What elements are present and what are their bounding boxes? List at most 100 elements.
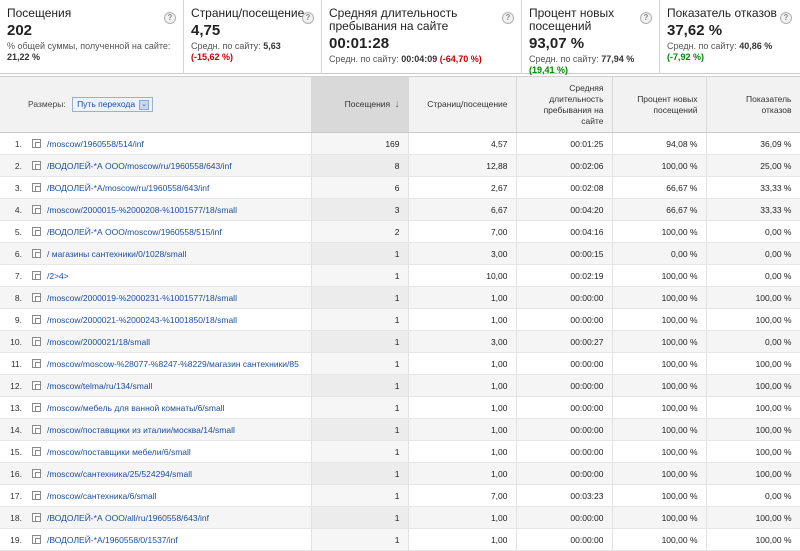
open-in-new-icon[interactable] bbox=[32, 248, 41, 258]
sort-desc-icon: ↓ bbox=[394, 99, 400, 110]
help-icon[interactable]: ? bbox=[780, 12, 792, 24]
column-header-new-visits[interactable]: Процент новых посещений bbox=[612, 76, 707, 133]
table-row: 9. /moscow/2000021-%2000243-%1001850/18/s… bbox=[0, 308, 800, 331]
metric-sub-prefix: Средн. по сайту: bbox=[667, 41, 737, 51]
path-cell: /moscow/поставщики из италии/москва/14/s… bbox=[28, 418, 312, 441]
open-in-new-icon[interactable] bbox=[32, 182, 41, 192]
open-in-new-icon[interactable] bbox=[32, 358, 41, 368]
visits-cell: 1 bbox=[311, 528, 409, 551]
path-link[interactable]: /moscow/1960558/514/inf bbox=[47, 138, 144, 149]
open-in-new-icon[interactable] bbox=[32, 226, 41, 236]
new-visits-cell: 100,00 % bbox=[612, 154, 707, 177]
path-cell: /ВОДОЛЕЙ-*А ООО/moscow/1960558/515/inf bbox=[28, 220, 312, 243]
help-icon[interactable]: ? bbox=[502, 12, 514, 24]
path-link[interactable]: /moscow/сантехника/25/524294/small bbox=[47, 468, 192, 479]
open-in-new-icon[interactable] bbox=[32, 270, 41, 280]
duration-cell: 00:01:25 bbox=[516, 132, 613, 155]
help-icon[interactable]: ? bbox=[164, 12, 176, 24]
help-icon[interactable]: ? bbox=[640, 12, 652, 24]
path-cell: /moscow/сантехника/6/small bbox=[28, 484, 312, 507]
path-cell: /moscow/мебель для ванной комнаты/6/smal… bbox=[28, 396, 312, 419]
open-in-new-icon[interactable] bbox=[32, 336, 41, 346]
open-in-new-icon[interactable] bbox=[32, 446, 41, 456]
table-row: 1. /moscow/1960558/514/inf 169 4,57 00:01:25… bbox=[0, 132, 800, 155]
bounce-cell: 100,00 % bbox=[706, 396, 800, 419]
path-link[interactable]: /moscow/поставщики из италии/москва/14/s… bbox=[47, 424, 235, 435]
path-link[interactable]: /moscow/сантехника/6/small bbox=[47, 490, 157, 501]
open-in-new-icon[interactable] bbox=[32, 402, 41, 412]
visits-cell: 8 bbox=[311, 154, 409, 177]
open-in-new-icon[interactable] bbox=[32, 314, 41, 324]
open-in-new-icon[interactable] bbox=[32, 292, 41, 302]
duration-cell: 00:02:19 bbox=[516, 264, 613, 287]
metric-sub-value: 40,86 % bbox=[739, 41, 773, 51]
path-link[interactable]: / магазины сантехники/0/1028/small bbox=[47, 248, 187, 259]
row-number: 7. bbox=[0, 264, 28, 287]
open-in-new-icon[interactable] bbox=[32, 424, 41, 434]
pages-cell: 1,00 bbox=[408, 396, 517, 419]
row-number: 17. bbox=[0, 484, 28, 507]
table-row: 10. /moscow/2000021/18/small 1 3,00 00:00:27… bbox=[0, 330, 800, 353]
path-link[interactable]: /moscow/2000021/18/small bbox=[47, 336, 151, 347]
path-link[interactable]: /moscow/2000015-%2000208-%1001577/18/sma… bbox=[47, 204, 237, 215]
open-in-new-icon[interactable] bbox=[32, 204, 41, 214]
new-visits-cell: 100,00 % bbox=[612, 220, 707, 243]
row-number: 8. bbox=[0, 286, 28, 309]
path-link[interactable]: /moscow/поставщики мебели/6/small bbox=[47, 446, 191, 457]
bounce-cell: 25,00 % bbox=[706, 154, 800, 177]
path-link[interactable]: /ВОДОЛЕЙ-*А ООО/moscow/1960558/515/inf bbox=[47, 226, 222, 237]
table-row: 5. /ВОДОЛЕЙ-*А ООО/moscow/1960558/515/inf… bbox=[0, 220, 800, 243]
path-link[interactable]: /moscow/мебель для ванной комнаты/6/smal… bbox=[47, 402, 225, 413]
path-link[interactable]: /ВОДОЛЕЙ-*А ООО/moscow/ru/1960558/643/in… bbox=[47, 160, 232, 171]
duration-cell: 00:00:00 bbox=[516, 418, 613, 441]
visits-cell: 1 bbox=[311, 308, 409, 331]
duration-cell: 00:00:00 bbox=[516, 506, 613, 529]
scorecard-strip: Посещения 202 % общей суммы, полученной … bbox=[0, 0, 800, 76]
path-link[interactable]: /moscow/2000019-%2000231-%1001577/18/sma… bbox=[47, 292, 237, 303]
column-header-pages[interactable]: Страниц/посещение bbox=[408, 76, 517, 133]
row-number: 15. bbox=[0, 440, 28, 463]
table-row: 8. /moscow/2000019-%2000231-%1001577/18/s… bbox=[0, 286, 800, 309]
pages-cell: 7,00 bbox=[408, 484, 517, 507]
column-header-duration[interactable]: Средняя длительность пребывания на сайте bbox=[516, 76, 613, 133]
duration-cell: 00:03:23 bbox=[516, 484, 613, 507]
row-number: 13. bbox=[0, 396, 28, 419]
path-link[interactable]: /ВОДОЛЕЙ-*А ООО/all/ru/1960558/643/inf bbox=[47, 512, 209, 523]
open-in-new-icon[interactable] bbox=[32, 380, 41, 390]
visits-cell: 1 bbox=[311, 264, 409, 287]
row-number: 10. bbox=[0, 330, 28, 353]
duration-cell: 00:00:27 bbox=[516, 330, 613, 353]
path-link[interactable]: /2>4> bbox=[47, 270, 69, 281]
open-in-new-icon[interactable] bbox=[32, 138, 41, 148]
pages-cell: 6,67 bbox=[408, 198, 517, 221]
path-link[interactable]: /moscow/moscow-%28077-%8247-%8229/магази… bbox=[47, 358, 299, 369]
open-in-new-icon[interactable] bbox=[32, 468, 41, 478]
bounce-cell: 100,00 % bbox=[706, 352, 800, 375]
row-number: 2. bbox=[0, 154, 28, 177]
path-link[interactable]: /ВОДОЛЕЙ-*А/moscow/ru/1960558/643/inf bbox=[47, 182, 210, 193]
metric-subtitle: Средн. по сайту: 77,94 % (19,41 %) bbox=[529, 54, 659, 76]
path-link[interactable]: /ВОДОЛЕЙ-*А/1960558/0/1537/inf bbox=[47, 534, 178, 545]
open-in-new-icon[interactable] bbox=[32, 490, 41, 500]
pages-cell: 1,00 bbox=[408, 352, 517, 375]
scorecard-new-visits: Процент новых посещений 93,07 % Средн. п… bbox=[522, 0, 660, 76]
path-link[interactable]: /moscow/2000021-%2000243-%1001850/18/sma… bbox=[47, 314, 237, 325]
pages-cell: 3,00 bbox=[408, 242, 517, 265]
new-visits-cell: 66,67 % bbox=[612, 176, 707, 199]
open-in-new-icon[interactable] bbox=[32, 512, 41, 522]
scorecard-bounce-rate: Показатель отказов 37,62 % Средн. по сай… bbox=[660, 0, 800, 74]
column-header-visits[interactable]: Посещения ↓ bbox=[311, 76, 409, 133]
column-header-bounce[interactable]: Показатель отказов bbox=[706, 76, 800, 133]
metric-sub-value: 21,22 % bbox=[7, 52, 41, 62]
open-in-new-icon[interactable] bbox=[32, 160, 41, 170]
bounce-cell: 33,33 % bbox=[706, 198, 800, 221]
table-header-row: Размеры: Путь перехода ⌄ Посещения ↓ Стра… bbox=[0, 76, 800, 133]
dimension-select[interactable]: Путь перехода ⌄ bbox=[72, 97, 154, 112]
visits-cell: 3 bbox=[311, 198, 409, 221]
pages-cell: 1,00 bbox=[408, 286, 517, 309]
path-link[interactable]: /moscow/telma/ru/134/small bbox=[47, 380, 153, 391]
row-number: 4. bbox=[0, 198, 28, 221]
open-in-new-icon[interactable] bbox=[32, 534, 41, 544]
metric-value: 93,07 % bbox=[529, 35, 585, 52]
help-icon[interactable]: ? bbox=[302, 12, 314, 24]
